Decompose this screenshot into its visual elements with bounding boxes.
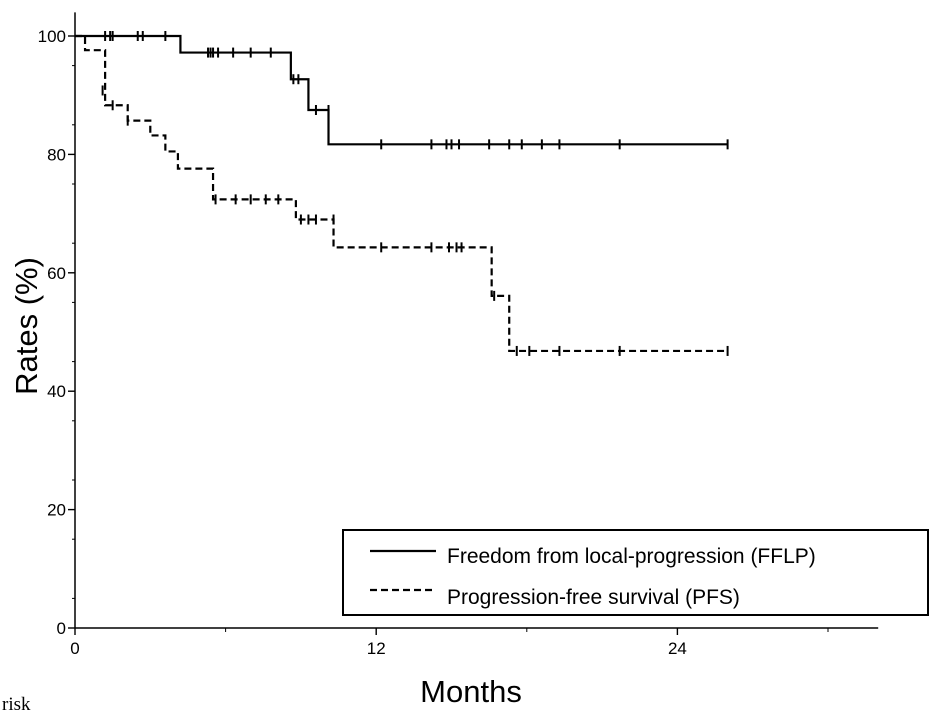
y-tick-label: 80 [47,145,66,164]
x-tick-label: 0 [70,639,79,658]
x-tick-label: 12 [367,639,386,658]
y-tick-label: 20 [47,501,66,520]
x-axis-title: Months [420,674,522,709]
cutoff-text: risk [2,694,31,711]
x-tick-label: 24 [668,639,687,658]
legend-label-pfs: Progression-free survival (PFS) [447,586,740,609]
legend-box [342,529,929,616]
legend: Freedom from local-progression (FFLP) Pr… [342,529,929,616]
y-axis-title: Rates (%) [9,257,44,395]
y-tick-label: 60 [47,264,66,283]
y-tick-label: 100 [38,27,66,46]
y-tick-label: 0 [57,619,66,638]
plot-area: 0 20 40 60 80 100 0 12 24 [38,12,879,658]
y-tick-label: 40 [47,382,66,401]
series-line-fflp [75,34,728,146]
legend-label-fflp: Freedom from local-progression (FFLP) [447,545,816,568]
series-line-pfs [75,34,728,353]
